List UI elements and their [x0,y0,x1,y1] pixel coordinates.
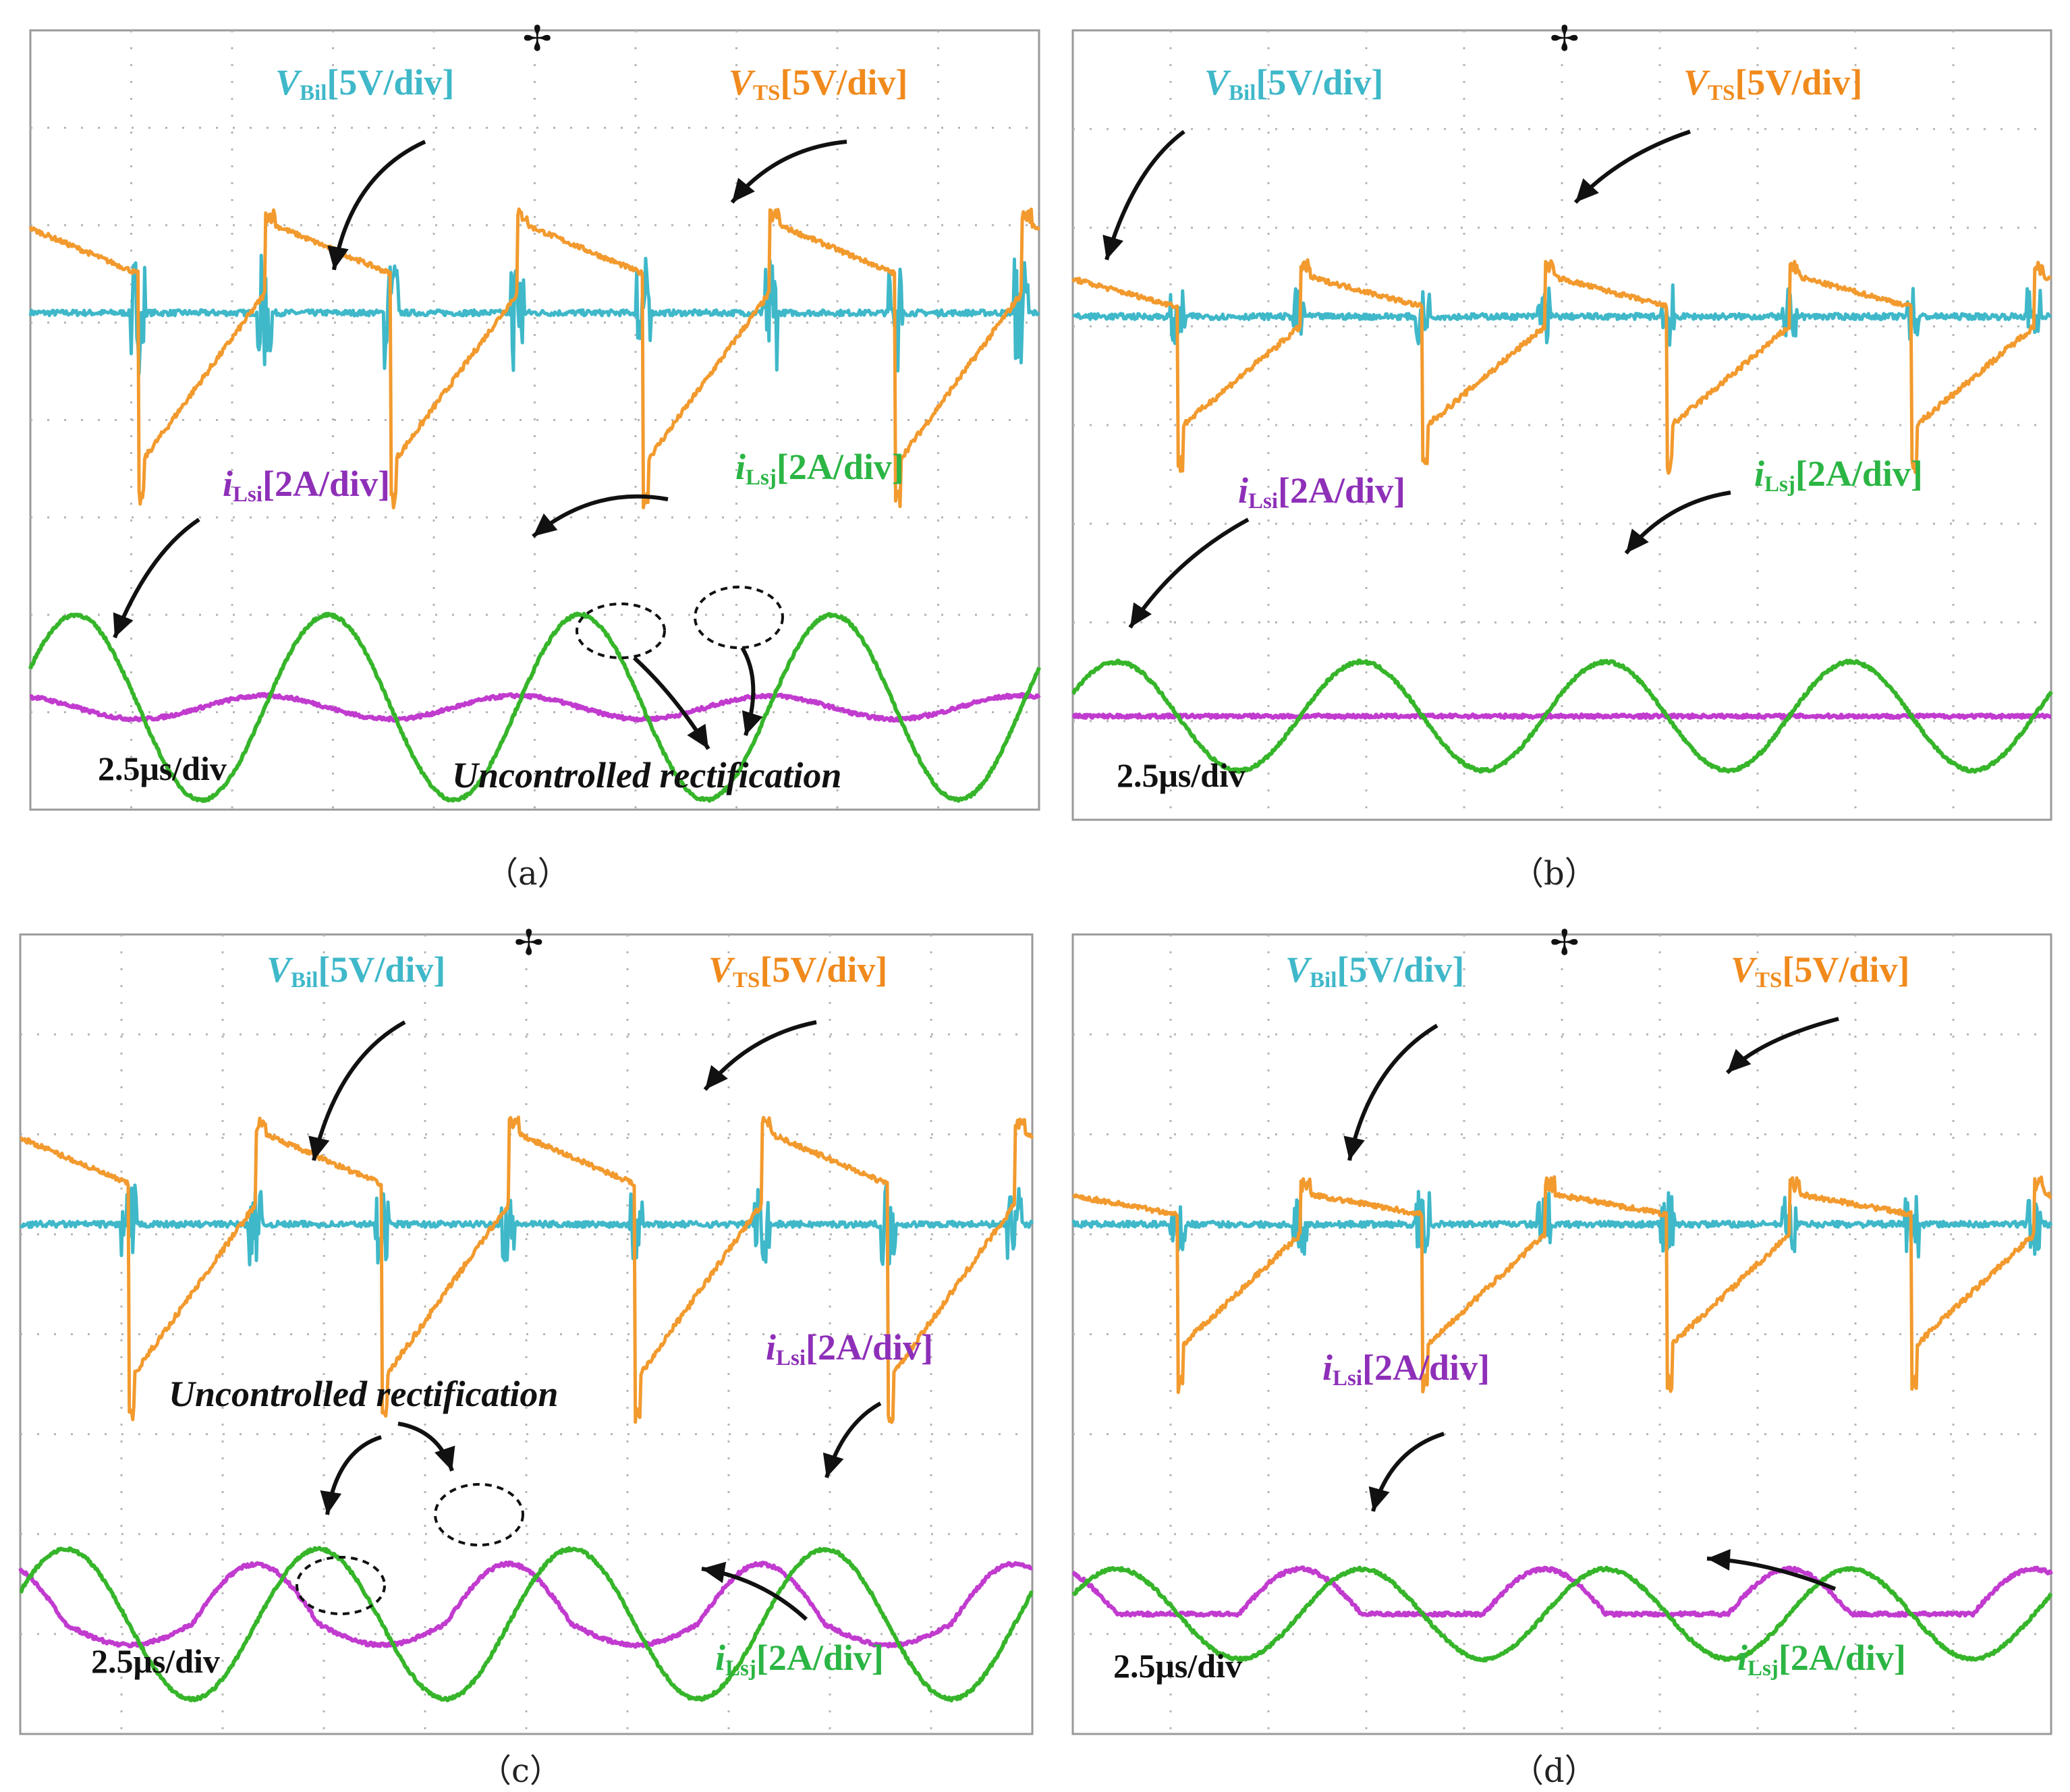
label-vbil-a: VBil[5V/div] [275,62,455,105]
pointer-arrow [312,1020,406,1161]
arrow-head-icon [1707,1548,1731,1571]
arrow-head-icon [1626,528,1649,553]
trigger-marker-icon: ✢ [514,923,544,963]
trace-vts [28,207,1041,509]
arrow-head-icon [308,1136,330,1160]
arrow-head-icon [1575,178,1599,202]
label-vbil-d: VBil[5V/div] [1285,949,1465,992]
pointer-arrow [332,140,426,271]
scope-b: ✢ [1071,19,2053,821]
trace-ilsj [1071,659,2053,774]
timebase-b: 2.5μs/div [1117,756,1246,794]
pointer-arrow [1104,130,1185,260]
scope-a: ✢ [28,19,1041,811]
label-ilsi-b: iLsi[2A/div] [1238,470,1406,513]
trace-ilsj [19,1546,1034,1703]
trace-vbil [1072,283,2052,347]
label-ilsj-d: iLsj[2A/div] [1737,1637,1906,1681]
label-vts-d: VTS[5V/div] [1731,949,1910,992]
label-vts-c: VTS[5V/div] [708,949,888,992]
trace-ilsi [1071,1565,2053,1618]
label-ilsj-a: iLsj[2A/div] [735,447,904,490]
arrow-head-icon [435,1445,455,1471]
label-ilsi-c: iLsi[2A/div] [766,1327,934,1370]
trigger-marker-icon: ✢ [1550,19,1579,59]
arrow-head-icon [822,1452,844,1478]
caption-d: （d） [1511,1752,1597,1790]
trace-ilsj [28,611,1041,804]
rectification-circle [694,586,784,649]
annotation-c: Uncontrolled rectification [169,1374,559,1414]
arrow-head-icon [1343,1136,1365,1160]
arrow-head-icon [742,710,763,735]
scope-d: ✢ [1071,923,2053,1735]
pointer-arrow [1347,1024,1438,1161]
label-vbil-c: VBil[5V/div] [267,949,446,992]
caption-a: （a） [486,855,570,893]
arrow-head-icon [1102,234,1123,260]
label-vbil-b: VBil[5V/div] [1204,62,1384,105]
label-ilsi-d: iLsi[2A/div] [1322,1347,1490,1391]
label-ilsi-a: iLsi[2A/div] [223,464,391,507]
arrow-head-icon [1368,1486,1390,1511]
trace-vbil [1071,1189,2053,1259]
label-vts-b: VTS[5V/div] [1683,62,1863,105]
trigger-marker-icon: ✢ [523,19,553,59]
grid [1073,934,2051,1734]
trace-vbil [19,1183,1034,1266]
annotation-a: Uncontrolled rectification [452,755,842,795]
grid [30,30,1039,810]
caption-c: （c） [479,1752,562,1790]
trace-ilsi [1071,712,2052,720]
trace-ilsi [18,1560,1034,1649]
trace-vts [1072,1175,2052,1395]
trace-vts [19,1115,1034,1424]
trigger-marker-icon: ✢ [1550,923,1579,963]
arrow-head-icon [1727,1048,1752,1073]
label-ilsj-c: iLsj[2A/div] [715,1637,884,1681]
rectification-circle [434,1483,524,1546]
scope-c: ✢ [18,923,1034,1735]
rectification-circle [576,603,666,659]
arrow-head-icon [705,1065,728,1090]
arrow-head-icon [533,513,558,536]
trace-ilsj [1071,1565,2053,1663]
trace-vts [1071,258,2052,475]
arrow-head-icon [732,177,755,202]
label-vts-a: VTS[5V/div] [729,62,908,105]
arrow-head-icon [1130,602,1152,627]
caption-b: （b） [1511,855,1597,893]
timebase-d: 2.5μs/div [1113,1647,1242,1685]
arrow-head-icon [702,1561,727,1584]
arrow-head-icon [320,1490,342,1515]
rectification-circle [296,1556,386,1615]
timebase-c: 2.5μs/div [91,1642,220,1680]
arrow-head-icon [327,245,349,270]
arrow-head-icon [687,723,708,749]
timebase-a: 2.5μs/div [98,750,227,787]
label-ilsj-b: iLsj[2A/div] [1754,453,1923,497]
arrow-head-icon [113,612,134,638]
trace-ilsi [29,692,1041,723]
grid [1073,30,2051,820]
trace-vbil [28,254,1040,376]
